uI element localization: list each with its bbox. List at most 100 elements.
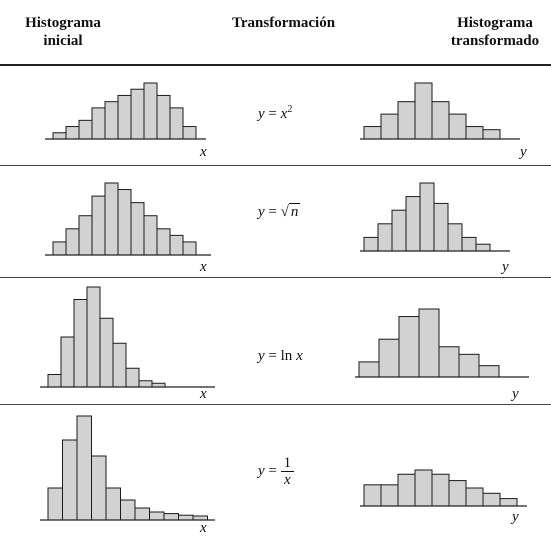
- histogram-bar: [432, 102, 449, 139]
- histogram-bar: [135, 508, 150, 520]
- transformed-histogram: [360, 80, 530, 140]
- histogram-bar: [92, 456, 107, 520]
- histogram-bar: [126, 368, 139, 387]
- histogram-bar: [77, 416, 92, 520]
- histogram-bar: [449, 114, 466, 139]
- histogram-bar: [121, 500, 136, 520]
- histogram-bar: [398, 102, 415, 139]
- x-axis-label: x: [200, 386, 207, 403]
- histogram-bar: [476, 244, 490, 251]
- formula-eq: =: [265, 463, 281, 479]
- formula-sqrt: y = √ n: [258, 204, 300, 221]
- histogram-bar: [183, 127, 196, 139]
- histogram-bar: [164, 514, 179, 520]
- initial-histogram-svg: [45, 80, 215, 140]
- header-transformed-histogram: Histograma transformado: [440, 14, 550, 50]
- histogram-bar: [100, 318, 113, 387]
- y-axis-label: y: [520, 144, 527, 161]
- initial-histogram: [40, 284, 215, 388]
- histogram-bar: [66, 229, 79, 255]
- histogram-bar: [364, 127, 381, 139]
- histogram-bar: [420, 183, 434, 251]
- y-axis-label: y: [502, 259, 509, 276]
- histogram-bar: [381, 485, 398, 506]
- histogram-bar: [106, 488, 121, 520]
- histogram-bar: [74, 300, 87, 388]
- histogram-bar: [170, 235, 183, 255]
- histogram-bar: [131, 89, 144, 139]
- formula-numerator: 1: [281, 455, 295, 472]
- initial-histogram-svg: [40, 284, 215, 388]
- histogram-bar: [483, 493, 500, 506]
- histogram-bar: [479, 366, 499, 377]
- formula-function: ln: [281, 348, 293, 364]
- histogram-bar: [113, 343, 126, 387]
- histogram-bar: [359, 362, 379, 377]
- histogram-bar: [364, 237, 378, 251]
- histogram-bar: [379, 339, 399, 377]
- histogram-bar: [179, 515, 194, 520]
- histogram-bar: [432, 474, 449, 506]
- histogram-bar: [448, 224, 462, 251]
- radical-sign: √: [281, 204, 289, 220]
- initial-histogram-svg: [45, 180, 215, 256]
- histogram-bar: [131, 203, 144, 255]
- histogram-bar: [466, 488, 483, 506]
- histogram-bar: [105, 102, 118, 139]
- histogram-bar: [459, 354, 479, 377]
- histogram-bar: [61, 337, 74, 387]
- histogram-bar: [170, 108, 183, 139]
- formula-lhs: y: [258, 204, 265, 220]
- formula-log: y = ln x: [258, 348, 303, 365]
- histogram-bar: [183, 242, 196, 255]
- histogram-bar: [63, 440, 78, 520]
- transformed-histogram: [355, 306, 530, 378]
- histogram-bar: [415, 83, 432, 139]
- formula-lhs: y: [258, 348, 265, 364]
- x-axis-label: x: [200, 144, 207, 161]
- x-axis-label: x: [200, 259, 207, 276]
- histogram-bar: [500, 499, 517, 506]
- histogram-bar: [157, 95, 170, 139]
- formula-lhs: y: [258, 463, 265, 479]
- histogram-bar: [92, 196, 105, 255]
- row-square: x y = x2 y: [0, 66, 551, 181]
- histogram-bar: [48, 488, 63, 520]
- histogram-bar: [449, 481, 466, 506]
- histogram-bar: [381, 114, 398, 139]
- histogram-bar: [150, 512, 165, 520]
- initial-histogram: [45, 80, 215, 140]
- x-axis-label: x: [200, 520, 207, 537]
- histogram-bar: [434, 203, 448, 251]
- histogram-bar: [439, 347, 459, 377]
- header-initial-histogram: Histograma inicial: [8, 14, 118, 50]
- formula-fraction: 1x: [281, 455, 295, 488]
- histogram-bar: [92, 108, 105, 139]
- initial-histogram-svg: [40, 413, 215, 521]
- formula-exponent: 2: [287, 104, 292, 115]
- histogram-bar: [462, 237, 476, 251]
- histogram-bar: [66, 127, 79, 139]
- transformed-histogram-svg: [360, 467, 530, 507]
- histogram-bar: [53, 133, 66, 139]
- y-axis-label: y: [512, 386, 519, 403]
- formula-radicand: n: [289, 203, 301, 220]
- y-axis-label: y: [512, 509, 519, 526]
- formula-square: y = x2: [258, 104, 292, 123]
- formula-rhs: x: [296, 348, 303, 364]
- histogram-bar: [364, 485, 381, 506]
- initial-histogram: [40, 413, 215, 521]
- histogram-bar: [48, 375, 61, 388]
- row-log: x y = ln x y: [0, 278, 551, 393]
- histogram-bar: [466, 127, 483, 139]
- histogram-bar: [139, 381, 152, 387]
- formula-eq: =: [265, 204, 281, 220]
- transformed-histogram: [360, 467, 530, 507]
- histogram-bar: [79, 216, 92, 255]
- header-transformation: Transformación: [232, 14, 335, 32]
- histogram-bar: [118, 190, 131, 255]
- histogram-bar: [87, 287, 100, 387]
- histogram-bar: [399, 317, 419, 377]
- formula-eq: =: [265, 106, 281, 122]
